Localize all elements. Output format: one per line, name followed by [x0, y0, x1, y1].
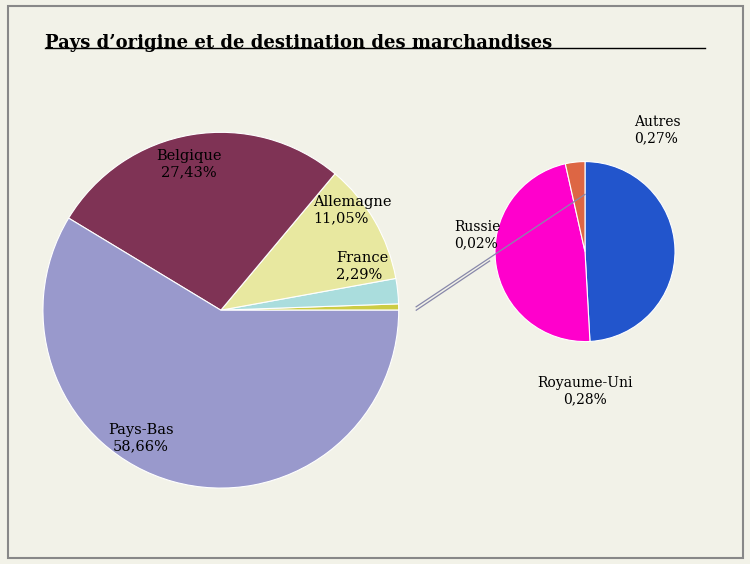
Text: Royaume-Uni
0,28%: Royaume-Uni 0,28% — [537, 376, 633, 406]
Text: Pays d’origine et de destination des marchandises: Pays d’origine et de destination des mar… — [45, 34, 552, 52]
Text: Belgique
27,43%: Belgique 27,43% — [156, 149, 221, 179]
Wedge shape — [566, 161, 585, 252]
Text: Allemagne
11,05%: Allemagne 11,05% — [314, 196, 392, 226]
Wedge shape — [495, 164, 590, 342]
Text: Pays-Bas
58,66%: Pays-Bas 58,66% — [108, 423, 173, 453]
Wedge shape — [220, 174, 396, 310]
Wedge shape — [69, 133, 335, 310]
Wedge shape — [220, 279, 398, 310]
Text: Russie
0,02%: Russie 0,02% — [454, 221, 501, 250]
Text: Autres
0,27%: Autres 0,27% — [634, 115, 681, 145]
Text: France
2,29%: France 2,29% — [337, 250, 388, 281]
Wedge shape — [585, 161, 675, 341]
Wedge shape — [43, 218, 399, 488]
Wedge shape — [220, 304, 399, 310]
